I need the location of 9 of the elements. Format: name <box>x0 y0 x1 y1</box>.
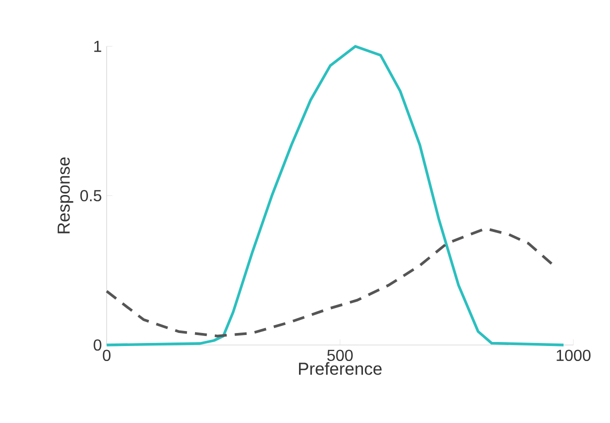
y-tick-label: 0 <box>94 339 102 351</box>
x-tick-label: 1000 <box>556 350 591 362</box>
y-axis-title: Response <box>58 157 74 234</box>
x-axis-title: Preference <box>299 362 382 375</box>
y-tick-label: 1 <box>94 40 102 52</box>
line-series <box>105 227 556 338</box>
x-tick-label: 0 <box>102 350 111 362</box>
y-tick-label: 0.5 <box>80 190 102 202</box>
x-tick-label: 500 <box>327 350 353 362</box>
